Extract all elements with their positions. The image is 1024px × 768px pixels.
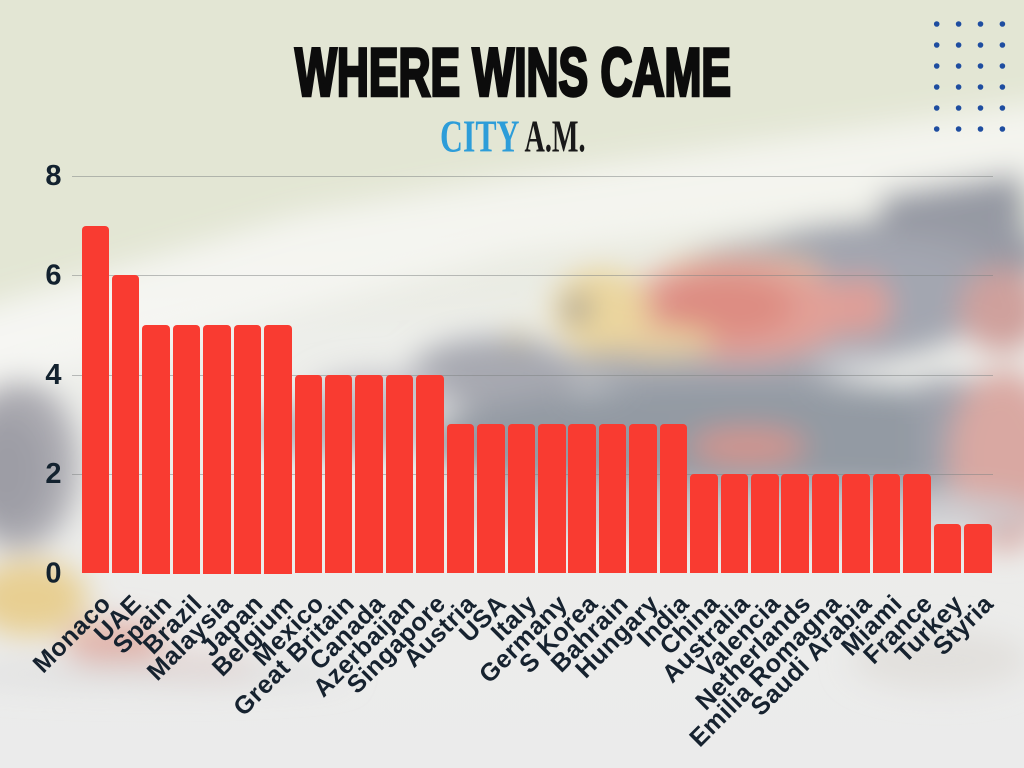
svg-text:8: 8: [45, 160, 61, 192]
svg-text:4: 4: [45, 359, 61, 391]
svg-text:2: 2: [45, 458, 61, 490]
svg-text:0: 0: [45, 558, 61, 590]
svg-text:6: 6: [45, 259, 61, 291]
svg-text:CITY: CITY: [440, 111, 520, 162]
svg-text:A.M.: A.M.: [525, 111, 586, 162]
svg-text:WHERE WINS CAME: WHERE WINS CAME: [295, 35, 731, 111]
